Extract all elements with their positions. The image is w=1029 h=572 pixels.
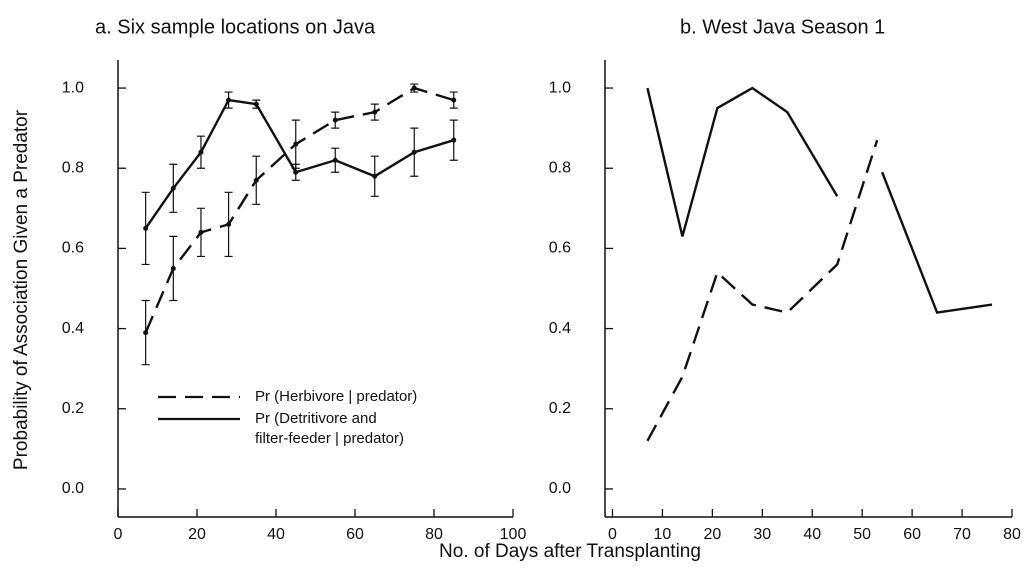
x-tick-label: 40 bbox=[267, 526, 285, 543]
data-point bbox=[411, 149, 417, 155]
data-point bbox=[372, 109, 378, 115]
y-tick-label: 0.8 bbox=[549, 159, 571, 176]
chart-title: a. Six sample locations on Java bbox=[95, 16, 376, 38]
x-tick-label: 20 bbox=[188, 526, 206, 543]
data-point bbox=[170, 185, 176, 191]
x-tick-label: 10 bbox=[654, 526, 672, 543]
x-tick-label: 80 bbox=[425, 526, 443, 543]
data-line bbox=[144, 86, 455, 334]
y-tick-label: 0.6 bbox=[549, 240, 571, 257]
data-line bbox=[647, 88, 992, 441]
y-tick-label: 0.2 bbox=[549, 400, 571, 417]
x-tick-label: 100 bbox=[500, 526, 527, 543]
data-point bbox=[226, 97, 232, 103]
data-point bbox=[332, 157, 338, 163]
data-point bbox=[293, 169, 299, 175]
y-tick-label: 1.0 bbox=[62, 79, 84, 96]
y-tick-label: 0.8 bbox=[62, 159, 84, 176]
data-point bbox=[143, 330, 149, 336]
data-point bbox=[143, 225, 149, 231]
x-axis-label: No. of Days after Transplanting bbox=[439, 541, 701, 562]
legend-label: Pr (Detritivore and filter-feeder | pred… bbox=[255, 410, 404, 447]
data-point bbox=[226, 221, 232, 227]
x-tick-label: 70 bbox=[953, 526, 971, 543]
x-tick-label: 80 bbox=[1003, 526, 1021, 543]
data-point bbox=[198, 149, 204, 155]
data-point bbox=[170, 265, 176, 271]
y-axis-label: Probability of Association Given a Preda… bbox=[11, 109, 32, 470]
data-point bbox=[253, 177, 259, 183]
data-point bbox=[411, 85, 417, 91]
x-tick-label: 0 bbox=[608, 526, 617, 543]
data-point bbox=[451, 97, 457, 103]
data-point bbox=[332, 117, 338, 123]
y-tick-label: 0.2 bbox=[62, 400, 84, 417]
data-point bbox=[293, 141, 299, 147]
y-tick-label: 0.0 bbox=[62, 480, 84, 497]
y-tick-label: 0.4 bbox=[62, 320, 84, 337]
x-tick-label: 60 bbox=[346, 526, 364, 543]
data-point bbox=[198, 229, 204, 235]
x-tick-label: 0 bbox=[114, 526, 123, 543]
y-tick-label: 0.0 bbox=[549, 480, 571, 497]
data-point bbox=[451, 137, 457, 143]
data-line bbox=[646, 86, 993, 314]
x-tick-label: 40 bbox=[803, 526, 821, 543]
x-tick-label: 60 bbox=[903, 526, 921, 543]
y-tick-label: 1.0 bbox=[549, 79, 571, 96]
chart-title: b. West Java Season 1 bbox=[680, 16, 885, 38]
data-line bbox=[144, 98, 455, 230]
x-tick-label: 30 bbox=[753, 526, 771, 543]
legend-label: Pr (Herbivore | predator) bbox=[255, 388, 418, 405]
y-tick-label: 0.6 bbox=[62, 240, 84, 257]
data-point bbox=[372, 173, 378, 179]
x-tick-label: 20 bbox=[703, 526, 721, 543]
data-point bbox=[253, 101, 259, 107]
y-tick-label: 0.4 bbox=[549, 320, 571, 337]
x-tick-label: 50 bbox=[853, 526, 871, 543]
